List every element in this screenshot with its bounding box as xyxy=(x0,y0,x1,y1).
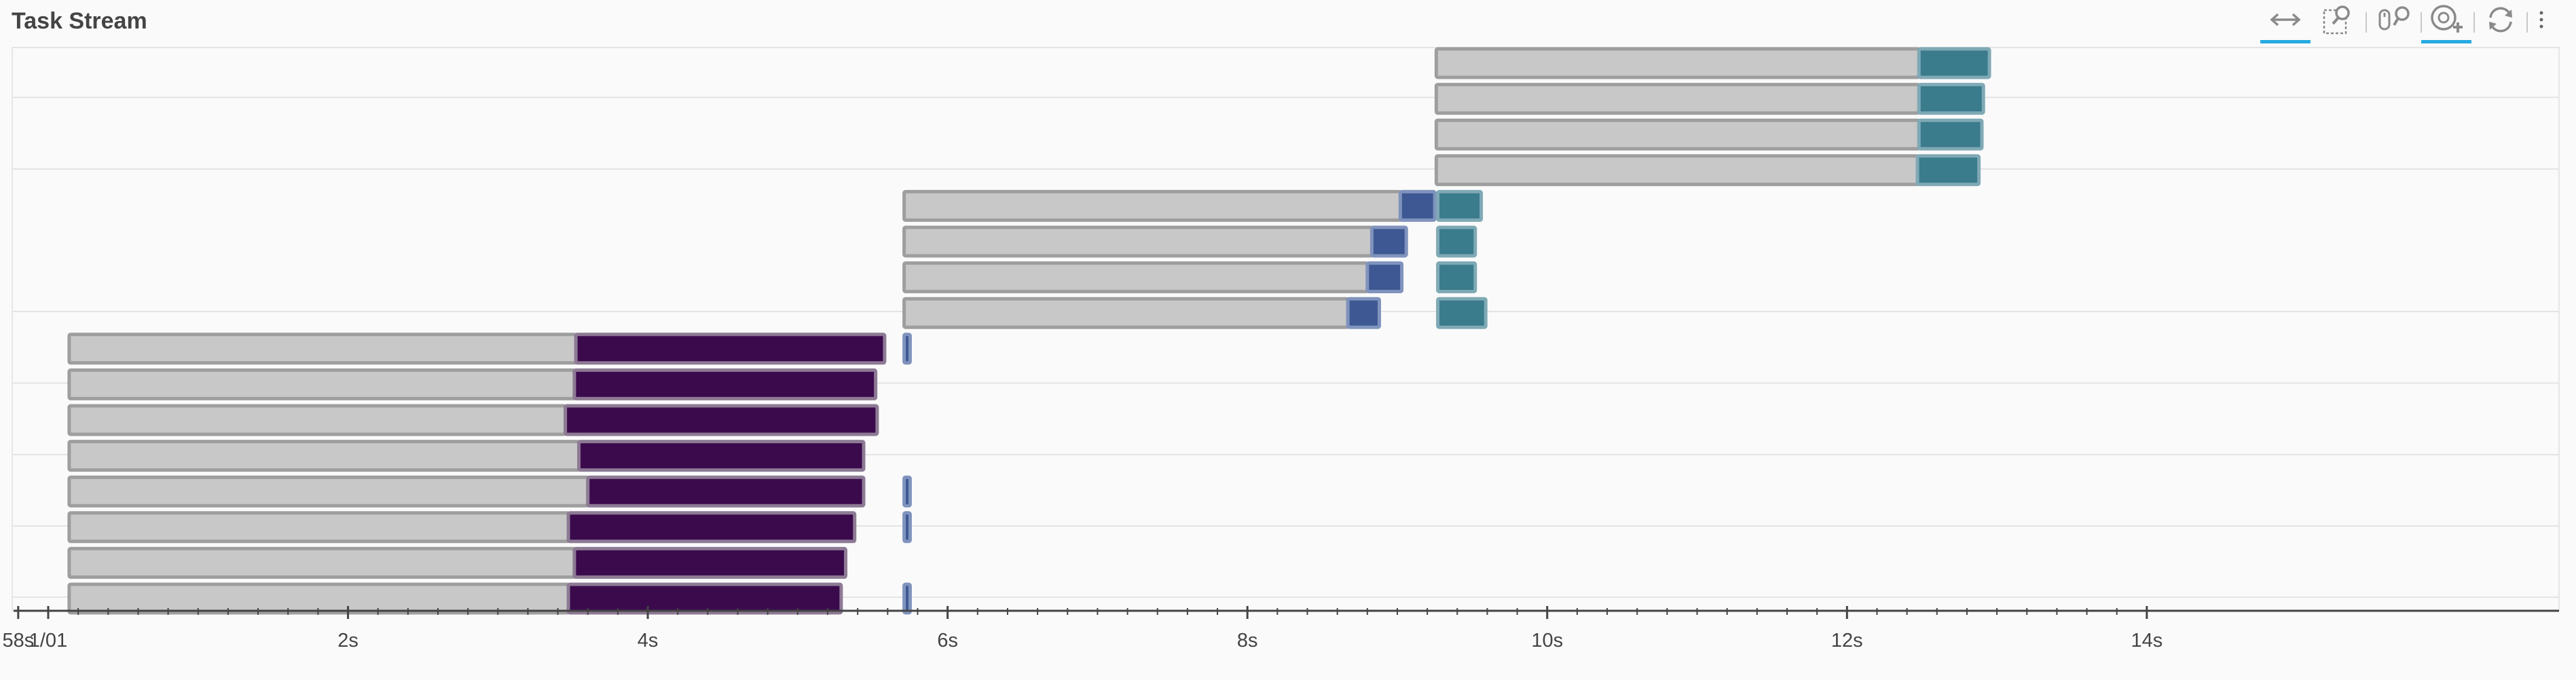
reset-tool-icon xyxy=(2485,4,2516,39)
wheel-zoom-tool-button[interactable] xyxy=(2370,1,2421,41)
x-tick-label: 12s xyxy=(1831,630,1863,651)
toolbar-separator xyxy=(2366,12,2367,33)
x-tick-label: 6s xyxy=(937,630,958,651)
task-bar-teal xyxy=(1917,83,1985,115)
task-bar-compute xyxy=(566,582,843,615)
toolbar-separator xyxy=(2526,12,2528,33)
task-bar-teal xyxy=(1917,118,1984,151)
task-bar-compute xyxy=(564,404,879,436)
task-bar-compute xyxy=(572,546,848,579)
task-bar-transfer xyxy=(67,511,570,544)
task-bars xyxy=(67,47,1991,615)
task-bar-blue xyxy=(902,582,912,615)
task-bar-transfer xyxy=(67,368,576,400)
task-bar-transfer xyxy=(67,475,590,508)
task-bar-blue xyxy=(1398,189,1437,222)
task-bar-transfer xyxy=(67,404,568,436)
kebab-menu-icon xyxy=(2538,10,2545,33)
box-zoom-tool-button[interactable] xyxy=(2313,1,2363,41)
more-options-button[interactable] xyxy=(2531,1,2552,41)
task-bar-transfer xyxy=(1434,83,1921,115)
hover-tool-icon xyxy=(2429,3,2464,40)
task-bar-transfer xyxy=(67,546,576,579)
task-bar-transfer xyxy=(902,297,1350,329)
task-bar-compute xyxy=(574,333,887,365)
task-bar-teal xyxy=(1436,261,1477,294)
x-pan-tool-icon xyxy=(2269,10,2302,33)
x-tick-label: 1/01 xyxy=(29,630,67,651)
x-tick-label: 10s xyxy=(1531,630,1563,651)
task-bar-teal xyxy=(1917,47,1991,79)
x-tick-label: 2s xyxy=(337,630,358,651)
x-tick-label: 58s xyxy=(2,630,34,651)
task-bar-transfer xyxy=(1434,118,1921,151)
task-bar-blue xyxy=(902,333,912,365)
task-bar-compute xyxy=(577,440,866,472)
task-bar-blue xyxy=(1369,225,1408,258)
task-bar-blue xyxy=(902,511,912,544)
toolbar-separator xyxy=(2421,12,2422,33)
task-bar-transfer xyxy=(902,189,1402,222)
task-bar-transfer xyxy=(902,261,1369,294)
task-bar-teal xyxy=(1436,225,1477,258)
pan-tool-button[interactable] xyxy=(2260,1,2311,43)
chart-toolbar xyxy=(2258,0,2570,45)
task-bar-transfer xyxy=(67,582,570,615)
task-bar-blue xyxy=(1346,297,1381,329)
task-bar-compute xyxy=(572,368,878,400)
x-tick-label: 14s xyxy=(2131,630,2163,651)
task-bar-teal xyxy=(1436,189,1484,222)
task-bar-compute xyxy=(586,475,866,508)
x-tick-label: 4s xyxy=(638,630,659,651)
toolbar-separator xyxy=(2473,12,2475,33)
task-bar-teal xyxy=(1915,154,1981,187)
task-bar-transfer xyxy=(67,333,578,365)
x-tick-label: 8s xyxy=(1237,630,1258,651)
task-bar-blue xyxy=(902,475,912,508)
task-bar-blue xyxy=(1365,261,1404,294)
task-bar-transfer xyxy=(67,440,581,472)
task-bar-transfer xyxy=(1434,154,1919,187)
task-bar-teal xyxy=(1436,297,1488,329)
reset-tool-button[interactable] xyxy=(2476,1,2526,41)
task-bar-compute xyxy=(566,511,857,544)
hover-tool-button[interactable] xyxy=(2421,1,2471,43)
chart-title: Task Stream xyxy=(12,8,147,34)
task-bar-transfer xyxy=(1434,47,1921,79)
wheel-zoom-tool-icon xyxy=(2378,3,2413,39)
task-bar-transfer xyxy=(902,225,1374,258)
box-zoom-tool-icon xyxy=(2322,3,2355,39)
